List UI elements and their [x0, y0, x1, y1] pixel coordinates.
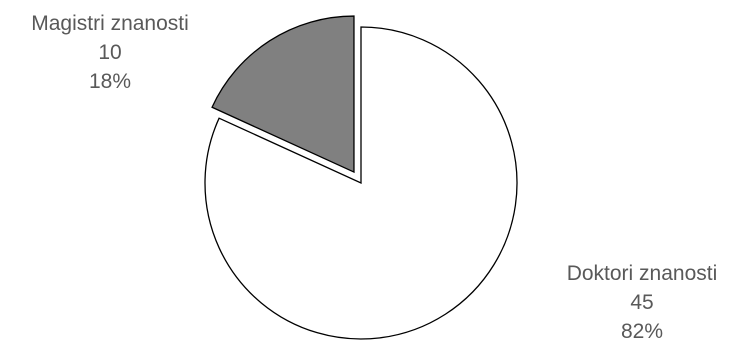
slice-label-value: 10 — [98, 41, 121, 64]
slice-label-magistri-znanosti: Magistri znanosti 10 18% — [31, 12, 189, 93]
pie-slice-doktori-znanosti — [204, 26, 518, 340]
labels-layer: Doktori znanosti 45 82% Magistri znanosti 10… — [31, 12, 717, 343]
slices-layer — [204, 15, 518, 340]
slice-label-doktori-znanosti: Doktori znanosti 45 82% — [567, 262, 718, 343]
slice-label-name: Magistri znanosti — [31, 12, 189, 35]
slice-label-percent: 18% — [89, 70, 131, 93]
pie-slice-magistri-znanosti — [211, 15, 355, 174]
slice-label-name: Doktori znanosti — [567, 262, 718, 285]
slice-label-value: 45 — [630, 291, 653, 314]
slice-label-percent: 82% — [621, 320, 663, 343]
